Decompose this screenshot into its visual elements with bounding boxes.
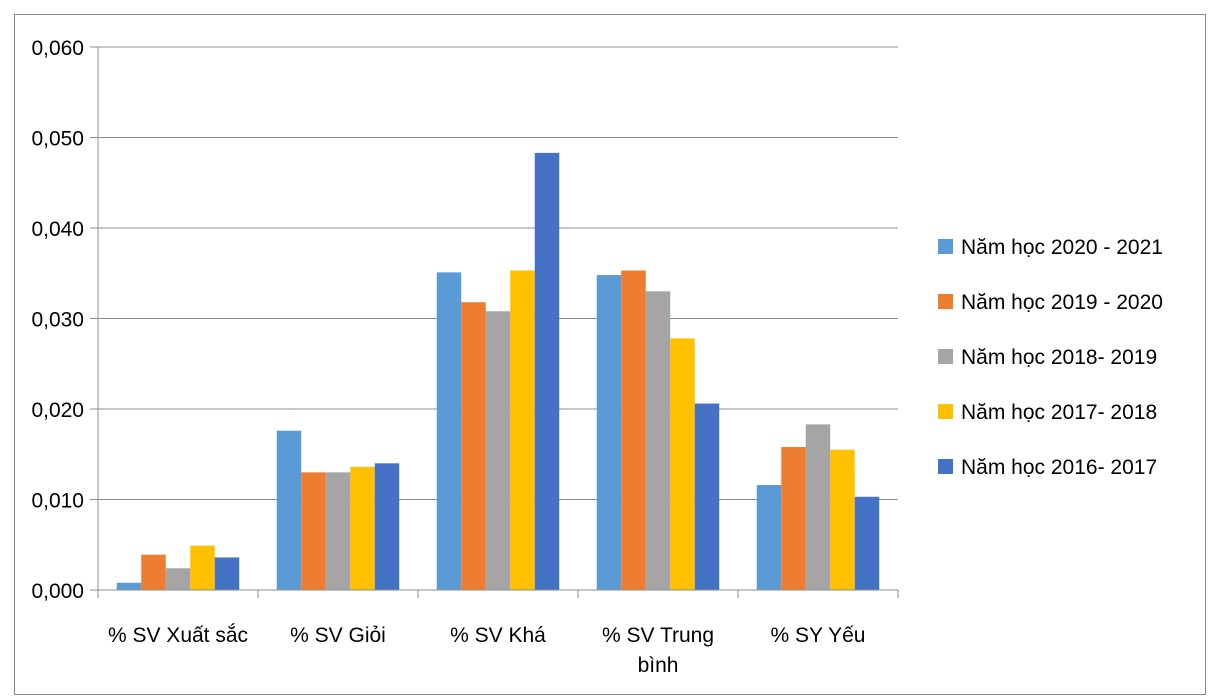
bar (276, 430, 302, 590)
bar (854, 496, 880, 590)
bar (165, 568, 191, 590)
y-tick-label: 0,040 (31, 218, 84, 241)
legend: Năm học 2020 - 2021 Năm học 2019 - 2020 Nă… (938, 236, 1163, 479)
bar (805, 424, 831, 590)
x-tick-label: % SV Giỏi (290, 624, 386, 647)
y-tick-label: 0,020 (31, 399, 84, 422)
x-tick-label: bình (638, 654, 679, 677)
bar (534, 152, 560, 590)
bar (436, 272, 462, 590)
bar (350, 466, 375, 590)
bars (116, 152, 880, 590)
y-tick-label: 0,030 (31, 309, 84, 332)
bar (670, 338, 695, 590)
bar (141, 554, 166, 590)
x-tick-label: % SV Trung (602, 624, 714, 647)
bar (510, 270, 535, 590)
bar (830, 449, 855, 590)
x-tick-label: % SV Xuất sắc (108, 624, 248, 647)
legend-swatch (938, 459, 953, 474)
bar (190, 545, 215, 590)
legend-label: Năm học 2020 - 2021 (961, 236, 1163, 259)
bar (461, 302, 486, 590)
bar (116, 582, 142, 590)
bar (645, 291, 671, 590)
x-tick-label: % SV Khá (450, 624, 546, 647)
bar (325, 472, 351, 590)
bar (485, 311, 511, 590)
chart-frame (14, 14, 1206, 695)
y-tick-label: 0,060 (31, 37, 84, 60)
legend-label: Năm học 2018- 2019 (961, 346, 1157, 369)
legend-label: Năm học 2017- 2018 (961, 401, 1157, 424)
bar (621, 270, 646, 590)
bar (694, 403, 720, 590)
legend-swatch (938, 294, 953, 309)
axes: 0,000 0,010 0,020 0,030 0,040 0,050 0,060 % SV … (31, 37, 899, 677)
y-tick-label: 0,050 (31, 128, 84, 151)
bar (781, 447, 806, 590)
y-tick-label: 0,000 (31, 580, 84, 603)
legend-swatch (938, 349, 953, 364)
bar (756, 485, 782, 590)
legend-label: Năm học 2019 - 2020 (961, 291, 1163, 314)
x-tick-label: % SY Yếu (771, 624, 866, 647)
legend-label: Năm học 2016- 2017 (961, 456, 1157, 479)
legend-swatch (938, 404, 953, 419)
bar (214, 557, 240, 590)
bar (596, 275, 622, 590)
y-tick-label: 0,010 (31, 490, 84, 513)
bar (301, 472, 326, 590)
legend-swatch (938, 239, 953, 254)
bar (374, 463, 400, 590)
